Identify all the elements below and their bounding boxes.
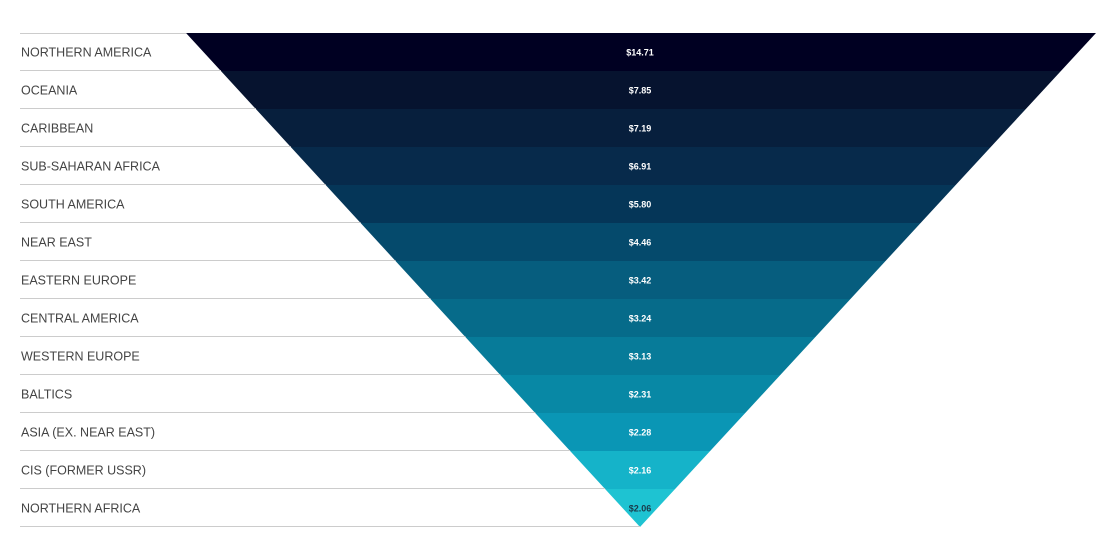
value-label: $3.24 [629,314,652,324]
category-label: CARIBBEAN [21,122,93,136]
value-label: $5.80 [629,200,652,210]
value-label: $2.31 [629,390,652,400]
funnel-segment [186,33,1096,71]
category-label: WESTERN EUROPE [21,350,140,364]
funnel-segment [290,147,991,185]
funnel-segment [430,299,851,337]
value-label: $2.16 [629,466,652,476]
funnel-segment [360,223,921,261]
category-label: SUB-SAHARAN AFRICA [21,160,161,174]
funnel-segment [255,109,1026,147]
category-label: CENTRAL AMERICA [21,312,139,326]
category-label: CIS (FORMER USSR) [21,464,146,478]
funnel-segment [325,185,956,223]
value-label: $2.28 [629,428,652,438]
value-label: $4.46 [629,238,652,248]
funnel-segment [465,337,816,375]
funnel-segment [535,413,746,451]
category-label: BALTICS [21,388,72,402]
value-label: $2.06 [629,504,652,514]
funnel-segment [220,71,1061,109]
value-label: $3.13 [629,352,652,362]
value-label: $3.42 [629,276,652,286]
category-label: NORTHERN AFRICA [21,502,141,516]
funnel-segment [570,451,711,489]
category-label: OCEANIA [21,84,78,98]
value-label: $7.19 [629,124,652,134]
funnel-segment [605,489,676,527]
category-label: NORTHERN AMERICA [21,46,152,60]
category-label: ASIA (EX. NEAR EAST) [21,426,155,440]
category-label: EASTERN EUROPE [21,274,136,288]
category-label: SOUTH AMERICA [21,198,125,212]
funnel-segment [500,375,781,413]
category-label: NEAR EAST [21,236,92,250]
value-label: $7.85 [629,86,652,96]
funnel-segment [395,261,886,299]
value-label: $14.71 [626,48,654,58]
value-label: $6.91 [629,162,652,172]
